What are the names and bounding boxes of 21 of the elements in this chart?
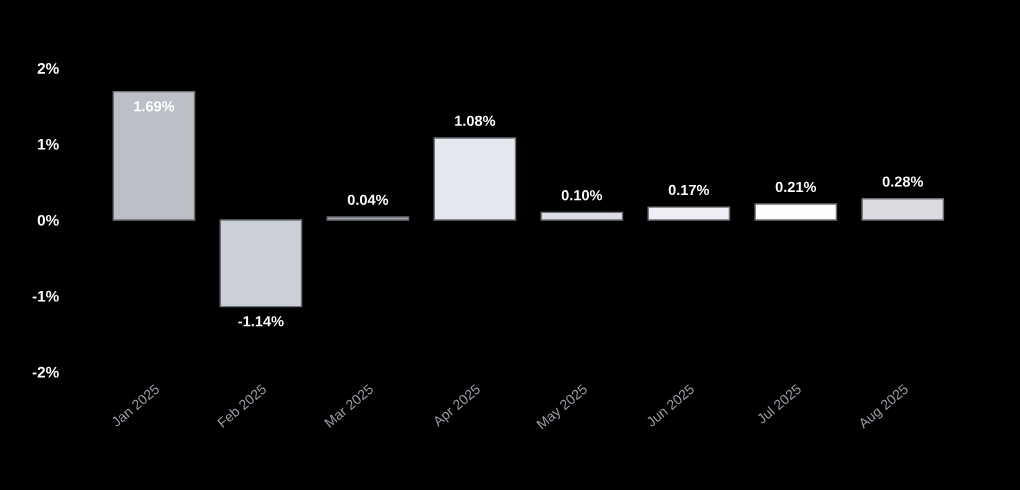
bar [861,198,945,221]
data-label: 0.21% [775,181,817,193]
bar [112,90,196,221]
bar [326,216,410,221]
y-tick-label: -1% [32,290,59,302]
data-label: 0.28% [882,176,924,187]
y-tick-label: 1% [38,138,59,150]
y-tick-label: 2% [37,62,59,74]
bar [540,211,624,221]
data-label: 0.04% [347,194,389,205]
bar [647,206,731,221]
y-tick-label: -2% [32,366,59,378]
data-label: -1.14% [238,316,284,327]
data-label: 1.08% [455,115,496,126]
bar [754,203,838,221]
data-label: 0.17% [668,184,710,196]
bar [219,219,303,308]
y-tick-label: 0% [37,214,59,226]
data-label: 0.10% [561,190,603,201]
bar [433,137,517,221]
data-label: 1.69% [134,101,175,112]
